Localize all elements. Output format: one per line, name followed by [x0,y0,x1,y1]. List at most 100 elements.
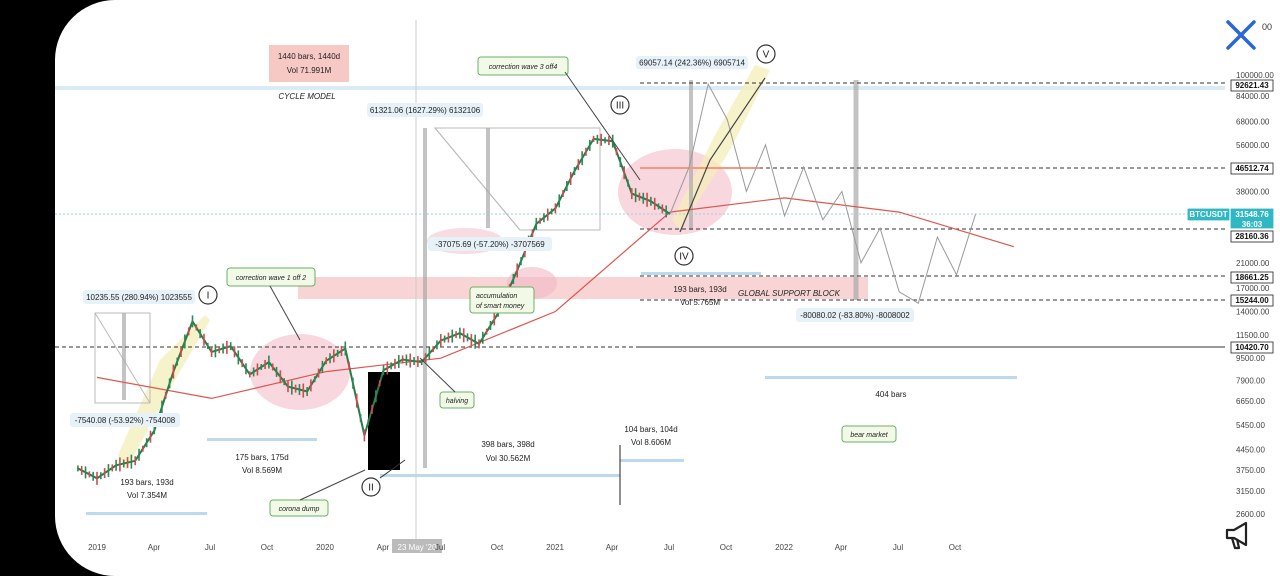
measure-v-label-box [636,56,748,69]
bars-404-label: 404 bars [875,390,906,399]
measure-bear-label: -80080.02 (-83.80%) -8008002 [800,311,910,320]
y-tick-label: 17000.00 [1236,284,1270,293]
price-tag-7 [1230,294,1274,307]
x-tick-label: 2020 [316,543,334,552]
y-tick-label: 6650.00 [1236,397,1265,406]
x-tick-label: Apr [148,543,161,552]
y-tick-label: 68000.00 [1236,117,1270,126]
x-tick-label: Apr [606,543,619,552]
price-tag-label-0: 92621.43 [1235,81,1269,90]
measure-iii-down-label: -37075.69 (-57.20%) -3707569 [435,240,545,249]
range-bar-c [380,474,620,477]
measure-iii-down-label-box [428,237,552,251]
accumulation-label-1: accumulation [476,293,517,300]
y-tick-label: 11500.00 [1236,331,1269,340]
corona-dump-block [368,372,400,470]
x-tick-label: Apr [835,543,848,552]
x-tick-label: Oct [261,543,274,552]
price-tag-2 [1187,208,1230,221]
measure-i-up-label-box [83,290,195,304]
cycle-band [55,86,1225,90]
correction3-label: correction wave 3 off4 [489,64,558,71]
bars-104-label: 104 bars, 104d [624,425,677,434]
bars-1440-box [269,45,349,82]
wave-II-label-circle [361,477,381,497]
y-tick-label: 14000.00 [1236,308,1270,317]
range-bar-d [620,459,684,462]
megaphone-icon[interactable] [1222,518,1256,552]
wave-V-label-circle [756,44,776,64]
range-bar-f [765,376,1017,379]
bars-193-b-label: 193 bars, 193d [673,285,726,294]
correction1-zone [250,334,350,410]
measure-v-label: 69057.14 (242.36%) 6905714 [639,59,745,68]
x-tick-label: Jul [435,543,445,552]
measure-diag-3 [434,127,521,231]
y-tick-label: 9500.00 [1236,354,1265,363]
x-cursor-label: 23 May '20 [398,543,437,552]
price-tag-label-7: 15244.00 [1235,296,1269,305]
x-tick-label: Oct [491,543,504,552]
x-tick-label: 2022 [775,543,793,552]
wave5-arrow [679,77,766,233]
wave-V-label: V [763,50,770,61]
accumulation-box [469,286,535,314]
bear-market-label-box [841,425,897,443]
vol-1440-label: Vol 71.991M [287,66,332,75]
vol-398-label: Vol 30.562M [486,454,531,463]
bars-175-label: 175 bars, 175d [235,453,288,462]
measure-i-up-label: 10235.55 (280.94%) 1023555 [86,293,192,302]
price-tag-label-1: 46512.74 [1235,164,1269,173]
y-tick-label: 2600.00 [1236,510,1265,519]
global-support-label: GLOBAL SUPPORT BLOCK [738,289,841,298]
moving-average-line [96,197,1014,400]
wave-I-label: I [207,291,210,302]
y-tick-label: 84000.00 [1236,92,1270,101]
close-icon[interactable] [1222,16,1260,54]
x-tick-label: Jul [893,543,903,552]
wave-II-pointer [379,459,406,479]
price-tag-label-3: 31548.76 [1235,210,1269,219]
x-tick-label: Jul [664,543,674,552]
projection-line [669,82,977,304]
y-tick-label: 4450.00 [1236,445,1265,454]
y-tick-label: 21000.00 [1236,259,1270,268]
wave-III-label: III [616,101,624,112]
y-tick-label: 7900.00 [1236,376,1265,385]
corona-label: corona dump [279,506,320,513]
x-tick-label: Apr [377,543,390,552]
price-tag-6 [1230,271,1274,284]
bars-193-a-label: 193 bars, 193d [120,478,173,487]
correction1-label: correction wave 1 off 2 [236,275,307,282]
wave-IV-label: IV [679,252,689,263]
x-tick-label: Oct [720,543,733,552]
measure-iii-up-label: 61321.06 (1627.29%) 6132106 [370,106,481,115]
y-tick-label: 3150.00 [1236,487,1265,496]
measure-iii-up-label-box [367,103,483,117]
x-tick-label: Jul [205,543,215,552]
accumulation-label-2: of smart money [476,303,525,310]
vol-193-b-label: Vol 5.765M [680,298,720,307]
price-tag-8 [1230,341,1274,354]
correction3-label-box [477,56,569,76]
y-tick-label: 5450.00 [1236,421,1265,430]
y-tick-label: 3750.00 [1236,466,1265,475]
range-bar-e [641,272,761,275]
vol-104-label: Vol 8.606M [631,438,671,447]
bear-market-label: bear market [850,432,888,439]
corona-label-box [269,499,329,517]
wave-II-label: II [368,483,374,494]
wave-III-label-circle [610,95,630,115]
price-tag-label-2: BTCUSDT [1189,210,1227,219]
measure-box-3 [433,127,601,231]
y-tick-label: 38000.00 [1236,187,1270,196]
top-right-fragment: 00 [1262,22,1273,32]
wave-IV-label-circle [674,246,694,266]
y-tick-label: 100000.00 [1236,71,1274,80]
price-tag-label-6: 18661.25 [1235,273,1269,282]
price-tag-0 [1230,79,1274,92]
price-tag-4 [1230,218,1274,229]
measure-i-down-label: -7540.08 (-53.92%) -754008 [75,416,176,425]
range-bar-b [207,438,317,441]
